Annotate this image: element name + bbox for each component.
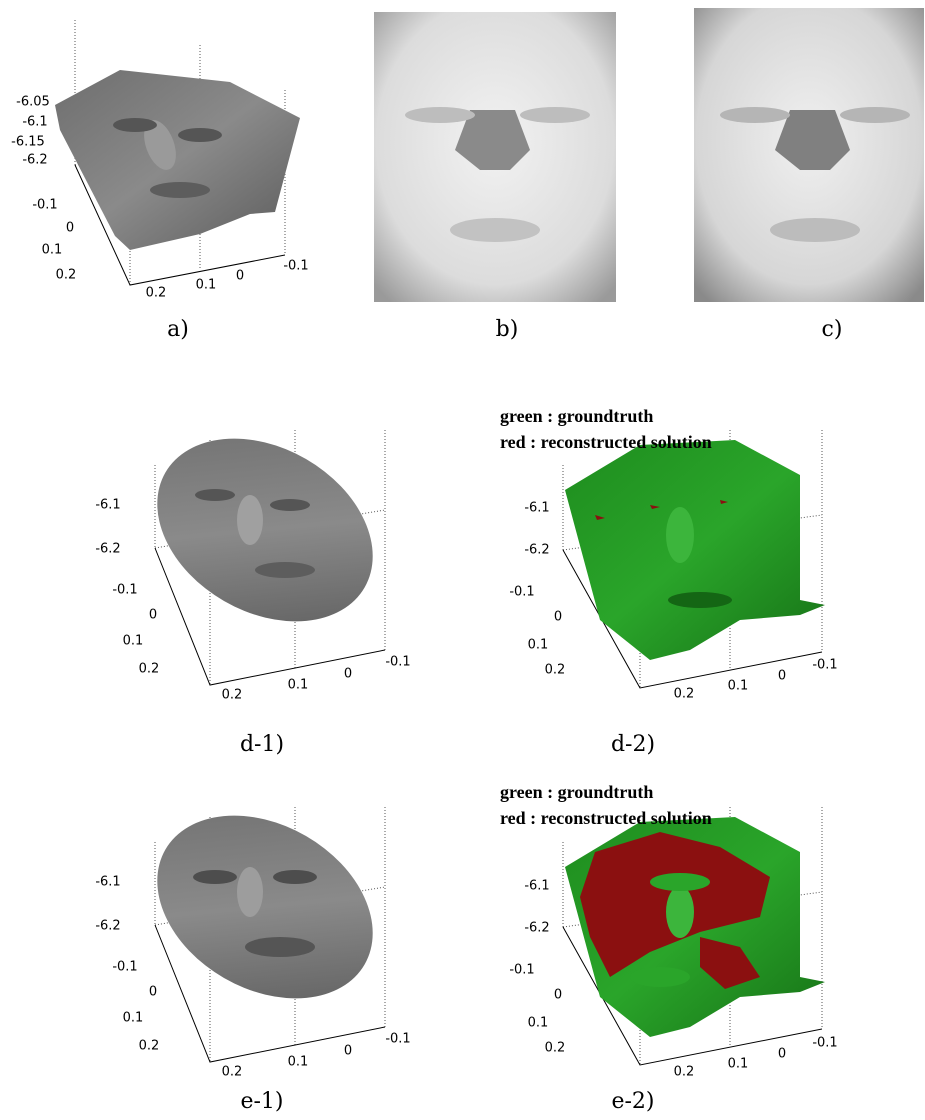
tick-label: -0.1 bbox=[509, 963, 534, 978]
tick-label: 0 bbox=[149, 985, 157, 1000]
tick-label: 0 bbox=[554, 610, 562, 625]
tick-label: -0.1 bbox=[812, 658, 837, 673]
legend-text: green : groundtruth bbox=[500, 406, 653, 426]
tick-label: -6.1 bbox=[524, 879, 549, 894]
patch bbox=[650, 873, 710, 891]
tick-label: -0.1 bbox=[112, 960, 137, 975]
tick-label: 0.2 bbox=[674, 687, 695, 702]
image-c bbox=[694, 8, 924, 302]
tick-label: -0.1 bbox=[385, 1032, 410, 1047]
tick-label: -0.1 bbox=[32, 198, 57, 213]
surface bbox=[124, 401, 405, 658]
tick-label: 0.2 bbox=[56, 268, 77, 283]
tick-label: -0.1 bbox=[283, 259, 308, 274]
mouth bbox=[245, 937, 315, 957]
tick-label: 0.1 bbox=[528, 1016, 549, 1031]
tick-label: 0 bbox=[149, 608, 157, 623]
tick-label: 0.1 bbox=[42, 243, 63, 258]
surface bbox=[55, 70, 300, 250]
caption: a) bbox=[167, 317, 189, 342]
tick-label: 0.1 bbox=[728, 1057, 749, 1072]
tick-label: -6.1 bbox=[95, 498, 120, 513]
plot-a bbox=[55, 20, 300, 285]
nose bbox=[666, 886, 694, 938]
plot-e1 bbox=[124, 778, 405, 1062]
tick-label: 0.1 bbox=[728, 679, 749, 694]
tick-label: 0.2 bbox=[139, 662, 160, 677]
legend-text: red : reconstructed solution bbox=[500, 808, 712, 828]
mouth bbox=[668, 592, 732, 608]
mouth bbox=[255, 562, 315, 578]
mouth bbox=[150, 182, 210, 198]
tick-label: 0.1 bbox=[288, 1055, 309, 1070]
tick-label: 0.2 bbox=[545, 1041, 566, 1056]
tick-label: 0 bbox=[554, 988, 562, 1003]
surface bbox=[124, 778, 405, 1035]
tick-label: -0.1 bbox=[112, 583, 137, 598]
eye bbox=[273, 870, 317, 884]
tick-label: -6.2 bbox=[524, 921, 549, 936]
tick-label: 0 bbox=[778, 669, 786, 684]
caption: e-2) bbox=[611, 1089, 654, 1114]
legend-text: green : groundtruth bbox=[500, 782, 653, 802]
tick-label: -6.2 bbox=[95, 919, 120, 934]
image-b bbox=[374, 12, 616, 302]
legend-text: red : reconstructed solution bbox=[500, 432, 712, 452]
tick-label: 0.2 bbox=[139, 1039, 160, 1054]
tick-label: -6.2 bbox=[524, 543, 549, 558]
nose bbox=[237, 495, 263, 545]
patch bbox=[630, 967, 690, 987]
tick-label: 0 bbox=[344, 667, 352, 682]
tick-label: -6.15 bbox=[11, 135, 45, 150]
tick-label: 0.2 bbox=[222, 1065, 243, 1080]
tick-label: -6.1 bbox=[95, 875, 120, 890]
tick-label: -6.2 bbox=[95, 542, 120, 557]
figure: a)-6.05-6.1-6.15-6.2-0.100.10.20.20.10-0… bbox=[0, 0, 925, 1120]
tick-label: 0 bbox=[344, 1044, 352, 1059]
tick-label: -0.1 bbox=[812, 1036, 837, 1051]
tick-label: 0.2 bbox=[545, 663, 566, 678]
eye bbox=[195, 489, 235, 501]
tick-label: 0.1 bbox=[123, 1011, 144, 1026]
tick-label: -0.1 bbox=[385, 655, 410, 670]
eye bbox=[270, 499, 310, 511]
nose bbox=[666, 507, 694, 563]
tick-label: -6.05 bbox=[16, 95, 50, 110]
tick-label: 0.1 bbox=[288, 678, 309, 693]
tick-label: 0 bbox=[778, 1047, 786, 1062]
plot-d2 bbox=[563, 430, 825, 688]
eye bbox=[178, 128, 222, 142]
page: a)-6.05-6.1-6.15-6.2-0.100.10.20.20.10-0… bbox=[0, 0, 925, 1120]
tick-label: -6.1 bbox=[524, 501, 549, 516]
tick-label: 0.2 bbox=[674, 1065, 695, 1080]
tick-label: 0.1 bbox=[528, 638, 549, 653]
surface bbox=[565, 440, 825, 660]
tick-label: 0.1 bbox=[196, 278, 217, 293]
eye bbox=[113, 118, 157, 132]
nose bbox=[237, 867, 263, 917]
tick-label: 0.2 bbox=[222, 688, 243, 703]
tick-label: 0.1 bbox=[123, 634, 144, 649]
caption: d-2) bbox=[611, 732, 655, 757]
plot-d1 bbox=[124, 401, 405, 685]
caption: e-1) bbox=[240, 1089, 283, 1114]
caption: d-1) bbox=[240, 732, 284, 757]
tick-label: -0.1 bbox=[509, 585, 534, 600]
tick-label: 0.2 bbox=[146, 286, 167, 301]
tick-label: 0 bbox=[236, 269, 244, 284]
tick-label: 0 bbox=[66, 221, 74, 236]
tick-label: -6.1 bbox=[22, 115, 47, 130]
tick-label: -6.2 bbox=[22, 153, 47, 168]
eye bbox=[193, 870, 237, 884]
plot-e2 bbox=[563, 807, 825, 1065]
caption: b) bbox=[496, 317, 519, 342]
caption: c) bbox=[822, 317, 843, 342]
